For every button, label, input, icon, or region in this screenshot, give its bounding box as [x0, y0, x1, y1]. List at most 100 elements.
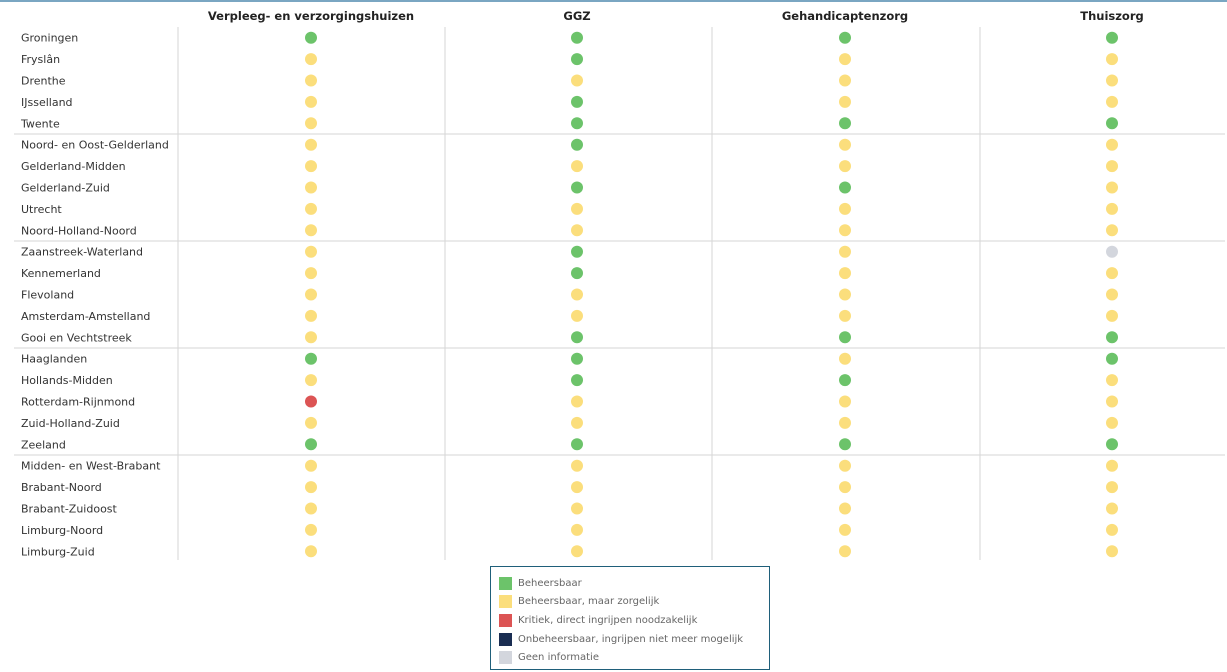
status-dot — [305, 117, 317, 130]
status-dot — [571, 53, 583, 66]
row-label: Gooi en Vechtstreek — [21, 331, 132, 344]
status-dot — [305, 53, 317, 66]
status-dot — [839, 416, 851, 429]
status-dot — [305, 309, 317, 322]
status-dot — [839, 95, 851, 108]
status-dot — [305, 31, 317, 44]
status-dot — [839, 31, 851, 44]
row-label: Amsterdam-Amstelland — [21, 310, 150, 323]
status-dot — [839, 352, 851, 365]
row-label: Midden- en West-Brabant — [21, 460, 161, 473]
status-dot — [1106, 352, 1118, 365]
status-dot — [1106, 95, 1118, 108]
legend-item: Beheersbaar, maar zorgelijk — [499, 593, 769, 612]
status-dot — [1106, 416, 1118, 429]
row-label: Rotterdam-Rijnmond — [21, 396, 135, 409]
status-dot — [1106, 438, 1118, 451]
status-dot — [1106, 53, 1118, 66]
status-dot — [571, 117, 583, 130]
status-dot — [571, 545, 583, 558]
status-dot — [839, 53, 851, 66]
status-dot — [571, 395, 583, 408]
legend-swatch — [499, 651, 512, 665]
status-dot — [571, 374, 583, 387]
row-label: Groningen — [21, 32, 78, 45]
status-dot — [305, 138, 317, 151]
status-dot — [305, 245, 317, 258]
status-dot — [305, 545, 317, 558]
legend-swatch — [499, 613, 512, 627]
status-dot — [571, 309, 583, 322]
status-dot — [1106, 331, 1118, 344]
status-dot — [839, 117, 851, 130]
status-dot — [1106, 160, 1118, 173]
row-label: Brabant-Noord — [21, 481, 102, 494]
row-label: Zaanstreek-Waterland — [21, 246, 143, 259]
status-dot — [839, 374, 851, 387]
row-label: Noord- en Oost-Gelderland — [21, 139, 169, 152]
legend-label: Beheersbaar, maar zorgelijk — [518, 596, 660, 608]
status-dot — [305, 374, 317, 387]
status-dot — [839, 74, 851, 87]
row-label: Noord-Holland-Noord — [21, 224, 137, 237]
row-label: Haaglanden — [21, 353, 87, 366]
status-dot — [571, 74, 583, 87]
status-dot — [305, 202, 317, 215]
status-dot — [571, 31, 583, 44]
status-dot — [839, 181, 851, 194]
status-dot — [305, 160, 317, 173]
status-dot — [839, 245, 851, 258]
status-dot — [571, 181, 583, 194]
column-header: GGZ — [563, 9, 590, 23]
status-dot — [1106, 523, 1118, 536]
row-label: Gelderland-Midden — [21, 160, 126, 173]
legend-item: Geen informatie — [499, 648, 769, 667]
legend-label: Beheersbaar — [518, 577, 582, 589]
status-heatmap: Verpleeg- en verzorgingshuizen GGZ Gehandi… — [14, 9, 1225, 560]
column-header: Verpleeg- en verzorgingshuizen — [208, 9, 414, 23]
status-dot — [571, 481, 583, 494]
status-dot — [1106, 374, 1118, 387]
status-dot — [305, 74, 317, 87]
row-label: Limburg-Zuid — [21, 545, 95, 558]
status-dot — [839, 309, 851, 322]
legend-label: Kritiek, direct ingrijpen noodzakelijk — [518, 614, 698, 626]
status-dot — [571, 245, 583, 258]
top-rule — [0, 0, 1227, 2]
status-dot — [1106, 117, 1118, 130]
status-dot — [839, 545, 851, 558]
status-dot — [305, 288, 317, 301]
status-dot — [571, 523, 583, 536]
status-dot — [305, 481, 317, 494]
legend-swatch — [499, 595, 512, 609]
legend: Beheersbaar Beheersbaar, maar zorgelijk Kr… — [490, 566, 770, 670]
row-label: Gelderland-Zuid — [21, 182, 110, 195]
row-label: IJsselland — [21, 96, 73, 109]
status-dot — [571, 438, 583, 451]
status-dot — [1106, 245, 1118, 258]
status-dot — [839, 267, 851, 280]
row-label: Brabant-Zuidoost — [21, 503, 118, 516]
status-dot — [1106, 502, 1118, 515]
status-dot — [1106, 545, 1118, 558]
status-dot — [305, 181, 317, 194]
status-dot — [305, 523, 317, 536]
status-dot — [571, 95, 583, 108]
legend-item: Kritiek, direct ingrijpen noodzakelijk — [499, 611, 769, 630]
status-dot — [839, 481, 851, 494]
column-header: Thuiszorg — [1080, 9, 1144, 23]
legend-label: Geen informatie — [518, 652, 599, 664]
status-dot — [571, 288, 583, 301]
legend-item: Beheersbaar — [499, 574, 769, 593]
status-dot — [305, 502, 317, 515]
legend-swatch — [499, 632, 512, 646]
status-dot — [1106, 202, 1118, 215]
status-dot — [1106, 181, 1118, 194]
status-dot — [839, 438, 851, 451]
legend-swatch — [499, 576, 512, 590]
row-label: Drenthe — [21, 75, 66, 88]
status-dot — [305, 395, 317, 408]
status-dot — [1106, 481, 1118, 494]
row-label: Zeeland — [21, 438, 66, 451]
status-dot — [571, 160, 583, 173]
